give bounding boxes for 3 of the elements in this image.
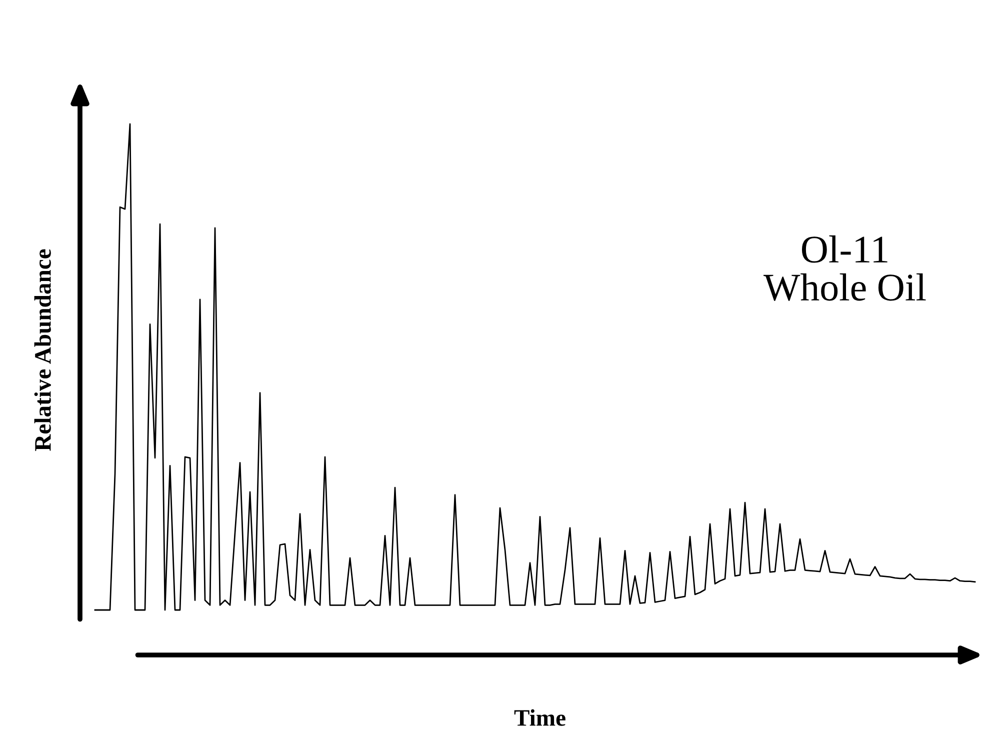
annotation: Ol-11 Whole Oil — [763, 235, 926, 301]
x-axis-title: Time — [514, 709, 566, 726]
y-axis-title: Relative Abundance — [34, 249, 51, 451]
